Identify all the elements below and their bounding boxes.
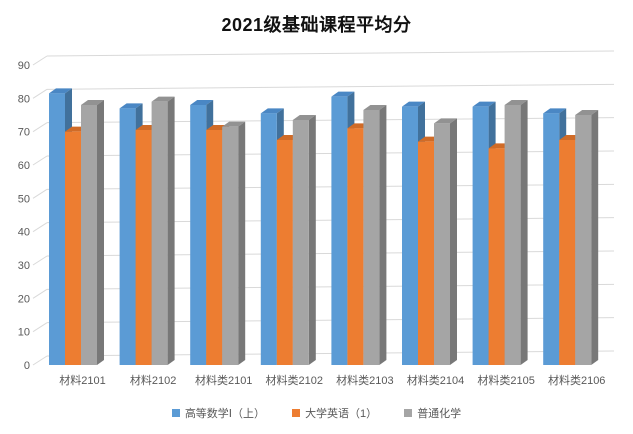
- y-axis-tick-label: 20: [18, 293, 30, 305]
- bar-s2-c7: [575, 115, 592, 365]
- y-axis-tick-label: 90: [18, 60, 30, 72]
- bar-s1-c4: [347, 128, 364, 365]
- legend-item-series-1: 高等数学Ⅰ（上）: [171, 405, 266, 421]
- gridline-side-tick: [32, 255, 48, 266]
- y-axis-tick-label: 80: [18, 93, 30, 105]
- bar-s1-c3: [276, 140, 293, 365]
- bar-s0-c3: [260, 113, 277, 365]
- bar-s0-c2: [190, 105, 207, 365]
- bar-top-face-s0-c4: [331, 91, 355, 97]
- bar-side-face-s2-c3: [308, 115, 316, 365]
- gridline-side-tick: [32, 155, 48, 166]
- category-label: 材料2101: [59, 373, 105, 387]
- bar-s1-c1: [135, 130, 152, 365]
- gridline-side-tick: [32, 288, 48, 299]
- category-label: 材料类2103: [336, 373, 393, 387]
- bar-s2-c6: [504, 105, 521, 365]
- bar-s2-c5: [434, 123, 450, 365]
- legend-marker: [292, 409, 301, 417]
- bar-s1-c0: [65, 131, 81, 365]
- bar-s2-c3: [292, 120, 309, 365]
- bar-top-face-s0-c5: [402, 101, 425, 107]
- y-axis-tick-label: 60: [18, 160, 30, 172]
- bar-s0-c7: [543, 113, 560, 365]
- legend-marker: [171, 409, 180, 417]
- gridline-side-tick: [32, 122, 48, 133]
- bar-side-face-s2-c4: [379, 105, 387, 365]
- gridline-side-tick: [32, 222, 48, 233]
- bar-top-face-s2-c1: [151, 96, 175, 102]
- bar-top-face-s0-c3: [260, 108, 284, 114]
- bar-side-face-s2-c0: [97, 100, 104, 365]
- bar-s0-c4: [331, 96, 348, 366]
- bar-s1-c6: [488, 148, 505, 365]
- bar-top-face-s2-c5: [434, 118, 457, 124]
- gridline: [46, 83, 615, 90]
- legend-item-series-2: 大学英语（1）: [292, 405, 377, 421]
- bar-top-face-s0-c2: [190, 100, 214, 105]
- bar-side-face-s2-c2: [238, 121, 246, 366]
- bar-top-face-s2-c6: [504, 100, 528, 105]
- bar-s1-c5: [418, 141, 434, 365]
- y-axis-tick-label: 10: [18, 327, 30, 339]
- bar-top-face-s2-c3: [292, 115, 316, 120]
- gridline-side-tick: [32, 322, 48, 333]
- gridline-side-tick: [32, 55, 48, 66]
- bar-top-face-s0-c6: [472, 101, 496, 107]
- bar-top-face-s2-c7: [575, 110, 599, 115]
- legend-item-series-3: 普通化学: [404, 405, 461, 421]
- bar-s1-c2: [206, 130, 223, 365]
- bar-side-face-s2-c7: [591, 110, 599, 365]
- gridline: [46, 50, 615, 57]
- bar-s2-c0: [81, 105, 97, 365]
- bar-s0-c5: [402, 106, 418, 366]
- bar-top-face-s2-c0: [81, 100, 104, 105]
- category-label: 材料类2105: [477, 373, 534, 387]
- bar-s1-c7: [559, 140, 576, 365]
- category-label: 材料类2106: [548, 373, 605, 387]
- legend-label: 大学英语（1）: [305, 408, 378, 420]
- category-label: 材料类2102: [266, 373, 323, 387]
- y-axis-tick-label: 40: [18, 227, 30, 239]
- bar-top-face-s2-c2: [222, 121, 246, 127]
- bar-s2-c4: [363, 110, 380, 365]
- gridline-side-tick: [32, 88, 48, 99]
- legend: 高等数学Ⅰ（上） 大学英语（1） 普通化学: [0, 405, 633, 421]
- bar-s2-c2: [222, 126, 239, 366]
- y-axis-tick-label: 70: [18, 127, 30, 139]
- bar-side-face-s2-c5: [450, 118, 457, 365]
- bar-top-face-s0-c0: [49, 88, 72, 94]
- legend-label: 普通化学: [417, 408, 462, 420]
- y-axis-tick-label: 30: [18, 260, 30, 272]
- legend-label: 高等数学Ⅰ（上）: [184, 408, 266, 420]
- bar-side-face-s2-c6: [520, 100, 528, 365]
- bar-s0-c6: [472, 106, 489, 366]
- y-axis-tick-label: 50: [18, 193, 30, 205]
- bar-s0-c1: [119, 108, 136, 365]
- bar-s2-c1: [151, 101, 168, 366]
- bar-top-face-s2-c4: [363, 105, 387, 110]
- gridline-side-tick: [32, 355, 48, 366]
- chart-title: 2021级基础课程平均分: [221, 15, 412, 35]
- bar-top-face-s0-c1: [119, 103, 143, 109]
- bar-s0-c0: [49, 93, 65, 365]
- category-label: 材料2102: [130, 373, 176, 387]
- bar-top-face-s0-c7: [543, 108, 567, 114]
- bar-side-face-s2-c1: [167, 96, 175, 366]
- legend-marker: [404, 409, 413, 417]
- category-label: 材料类2104: [407, 373, 464, 387]
- category-label: 材料类2101: [195, 373, 252, 387]
- y-axis-tick-label: 0: [24, 360, 30, 372]
- gridline-side-tick: [32, 188, 48, 199]
